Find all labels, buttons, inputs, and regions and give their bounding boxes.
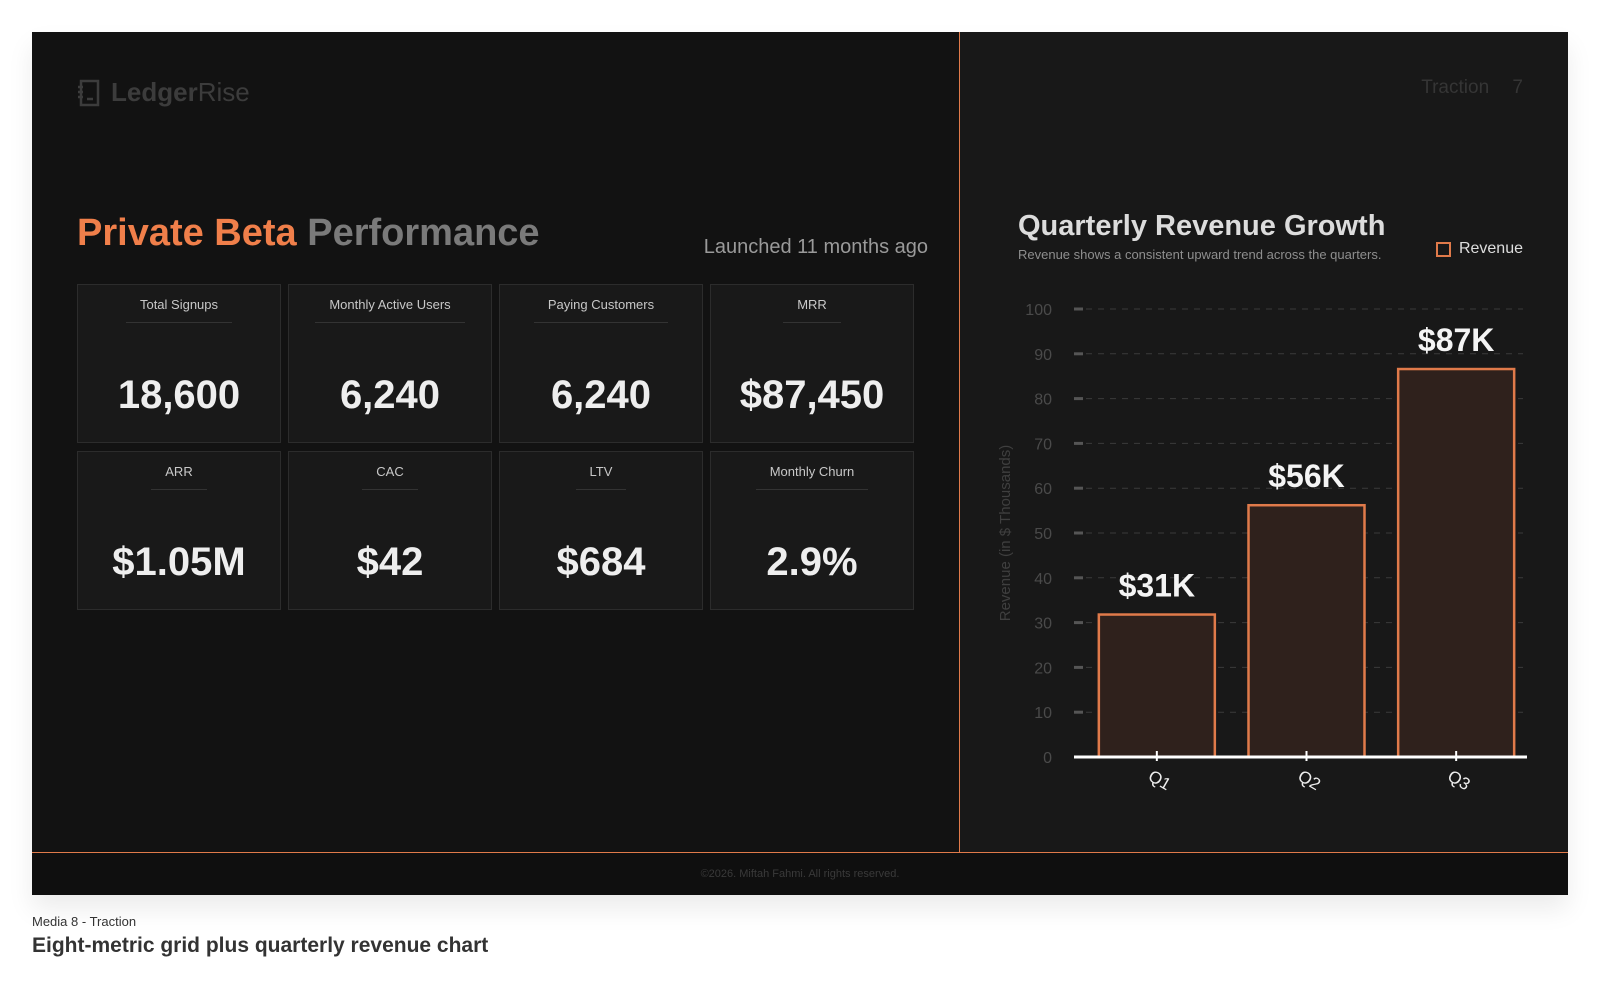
chart-panel: Traction 7 Quarterly Revenue Growth Reve… [959,32,1568,852]
logo: LedgerRise [77,77,250,108]
metric-value: 2.9% [766,540,858,584]
metric-value: $42 [356,540,424,584]
metric-card: CAC $42 [288,451,492,610]
y-axis-label: Revenue (in $ Thousands) [997,445,1014,622]
caption-small: Media 8 - Traction [32,914,137,929]
metric-card: LTV $684 [499,451,703,610]
logo-light: Rise [197,77,250,107]
title-accent: Private Beta [77,212,297,254]
y-tick-label: 20 [1034,660,1052,677]
y-tick-label: 30 [1034,616,1052,633]
metric-value: $684 [556,540,646,584]
caption-title: Eight-metric grid plus quarterly revenue… [32,934,489,957]
y-tick-label: 40 [1034,571,1052,588]
page-indicator: Traction 7 [1421,77,1523,99]
y-tick-label: 70 [1034,436,1052,453]
metric-card: Monthly Active Users 6,240 [288,284,492,443]
y-tick-label: 50 [1034,526,1052,543]
section-label: Traction [1421,77,1490,98]
metric-card: Monthly Churn 2.9% [710,451,914,610]
chart-legend: Revenue [1435,240,1523,258]
ledger-icon [78,79,100,106]
metric-label: Monthly Churn [755,464,869,490]
metric-card: ARR $1.05M [77,451,281,610]
metric-card: Paying Customers 6,240 [499,284,703,443]
metric-label: Monthly Active Users [315,297,465,323]
x-tick-label: Q3 [1444,766,1473,794]
legend-label: Revenue [1458,240,1523,257]
metric-label: Paying Customers [533,297,669,323]
x-tick-label: Q1 [1145,766,1174,794]
metric-card: Total Signups 18,600 [77,284,281,443]
metric-value: $1.05M [112,540,246,584]
metric-value: 18,600 [117,373,241,417]
metric-label: CAC [362,464,418,490]
metric-value: 6,240 [339,373,441,417]
y-tick-label: 60 [1034,481,1052,498]
y-tick-label: 10 [1034,705,1052,722]
metric-value: 6,240 [550,373,652,417]
data-label: $87K [1418,322,1495,358]
metric-label: MRR [783,297,841,323]
bar [1097,613,1217,759]
launched-text: Launched 11 months ago [703,236,928,258]
footer: ©2026. Miftah Fahmi. All rights reserved… [32,852,1568,895]
page-number: 7 [1512,77,1523,98]
y-tick-label: 100 [1025,302,1052,319]
page-title: Private Beta Performance [77,212,540,255]
metrics-panel: LedgerRise Private Beta Performance Laun… [32,32,958,852]
chart-title: Quarterly Revenue Growth [1018,210,1386,242]
bar [1247,503,1366,759]
y-tick-label: 90 [1034,347,1052,364]
data-label: $56K [1268,458,1345,494]
legend-swatch [1435,241,1451,257]
metric-card: MRR $87,450 [710,284,914,443]
chart-subtitle: Revenue shows a consistent upward trend … [1018,247,1382,262]
logo-bold: Ledger [111,77,198,107]
metric-label: ARR [151,464,207,490]
y-tick-label: 0 [1043,750,1052,767]
metric-value: $87,450 [739,373,885,417]
y-tick-label: 80 [1034,392,1052,409]
metric-grid: Total Signups 18,600 Monthly Active Users 6… [77,284,914,610]
bar-chart: 0 10 20 30 40 50 60 70 80 90 100 Revenue (in $ Thou… [997,302,1527,794]
data-label: $31K [1119,568,1196,604]
metric-label: Total Signups [125,297,233,323]
slide: LedgerRise Private Beta Performance Laun… [32,32,1568,895]
title-rest: Performance [307,212,540,254]
bar [1396,367,1516,759]
metric-label: LTV [575,464,627,490]
x-tick-label: Q2 [1295,766,1324,794]
